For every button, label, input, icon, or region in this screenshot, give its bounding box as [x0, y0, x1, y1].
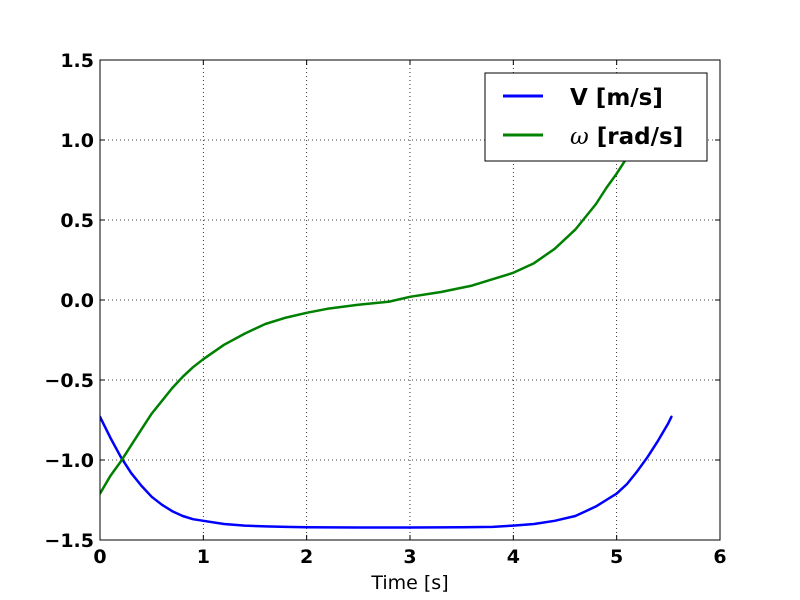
y-tick-label: 1.0 — [60, 130, 94, 152]
series-line-omega — [100, 92, 673, 495]
y-tick-label: −1.5 — [44, 530, 94, 552]
y-tick-label: −1.0 — [44, 450, 94, 472]
series-layer — [100, 92, 673, 529]
x-axis-label: Time [s] — [370, 572, 448, 594]
y-tick-label: −0.5 — [44, 370, 94, 392]
tick-labels: 0 1 2 3 4 5 6 −1.5 −1.0 −0.5 0.0 0.5 1.0 1.5 — [44, 50, 726, 568]
x-tick-label: 0 — [93, 546, 106, 568]
y-tick-label: 0.0 — [60, 290, 94, 312]
legend-label-v: V [m/s] — [570, 85, 663, 111]
legend: V [m/s] ω [rad/s] — [484, 72, 708, 162]
x-tick-label: 5 — [610, 546, 623, 568]
legend-box — [484, 72, 708, 162]
x-tick-label: 1 — [197, 546, 210, 568]
x-tick-label: 4 — [507, 546, 520, 568]
x-tick-label: 2 — [300, 546, 313, 568]
y-tick-label: 1.5 — [60, 50, 94, 72]
ticks — [99, 59, 721, 541]
legend-label-omega: ω [rad/s] — [570, 124, 683, 150]
legend-label-omega-text: [rad/s] — [589, 124, 683, 150]
x-tick-label: 6 — [713, 546, 726, 568]
series-line-v — [100, 415, 673, 529]
y-tick-label: 0.5 — [60, 210, 94, 232]
x-tick-label: 3 — [403, 546, 416, 568]
omega-symbol: ω — [570, 124, 589, 150]
